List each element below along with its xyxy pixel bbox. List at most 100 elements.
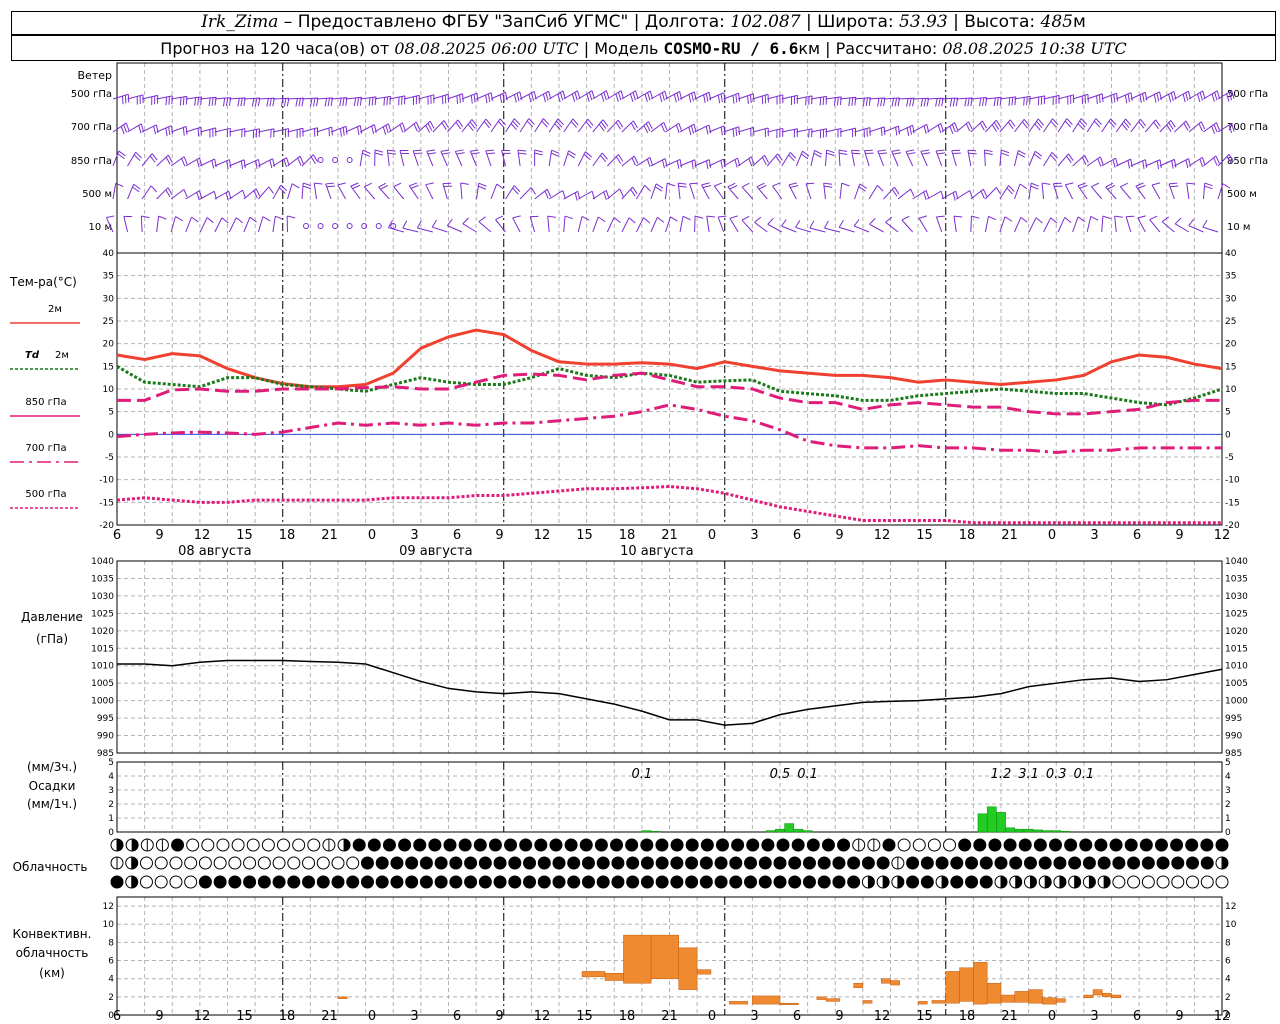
wind-barb — [926, 123, 942, 133]
wind-barb — [1086, 216, 1092, 233]
wind-barb — [781, 128, 798, 133]
wind-barb — [476, 118, 487, 133]
wind-barb — [1041, 183, 1045, 200]
hour-tick: 0 — [708, 528, 716, 543]
wind-barb-feather — [727, 182, 736, 188]
wind-barb — [694, 159, 710, 167]
cloud-symbol — [228, 856, 242, 870]
wind-barb-feather — [720, 93, 723, 103]
wind-barb — [1217, 183, 1224, 200]
cloud-symbol — [243, 875, 257, 889]
wind-barb-feather — [133, 154, 141, 161]
wind-barb-feather — [738, 93, 741, 102]
wind-barb — [897, 188, 911, 200]
alt-value: 485 — [1040, 12, 1073, 32]
wind-barb — [636, 157, 651, 167]
panel-frame-pres — [116, 560, 1223, 754]
wind-barb-feather — [1228, 124, 1233, 134]
cloud-symbol — [640, 875, 654, 889]
cloud-symbol — [979, 875, 993, 889]
wind-barb-feather — [1156, 93, 1160, 102]
wind-barb-feather — [339, 98, 342, 107]
convective-bar — [881, 978, 891, 984]
wind-barb-feather — [1204, 185, 1213, 190]
wind-barb — [350, 185, 361, 200]
cloud-symbol — [761, 838, 775, 852]
temp-series-line — [116, 365, 1223, 407]
wind-barb-feather — [1066, 155, 1072, 164]
y-tick-left: 0 — [108, 430, 114, 440]
calc-time: 08.08.2025 10:38 UTC — [942, 39, 1127, 58]
wind-barb-feather — [1226, 93, 1230, 102]
wind-barb-feather — [517, 149, 527, 152]
wind-barb — [1115, 118, 1126, 133]
wind-barb — [1116, 92, 1132, 100]
wind-barb-feather — [909, 126, 912, 135]
wind-barb — [621, 120, 634, 133]
wind-barb — [796, 95, 813, 100]
y-tick-right: 5 — [1225, 408, 1231, 418]
wind-barb-feather — [1197, 93, 1201, 103]
y-tick-left: 1025 — [91, 609, 114, 619]
wind-barb-feather — [470, 149, 479, 152]
cloud-symbol — [331, 875, 345, 889]
wind-barb-feather — [585, 151, 593, 158]
wind-barb — [636, 90, 651, 100]
cloud-symbol — [1171, 856, 1185, 870]
wind-barb — [112, 183, 117, 200]
header-row-1: Irk_Zima – Предоставлено ФГБУ "ЗапСиб УГ… — [11, 11, 1276, 35]
wind-barb — [156, 154, 169, 167]
wind-barb-feather — [1017, 152, 1026, 158]
wind-barb — [970, 97, 987, 100]
wind-barb-feather — [935, 149, 945, 152]
cloud-symbol — [1170, 838, 1184, 852]
wind-barb-feather — [823, 182, 832, 185]
wind-barb — [766, 153, 778, 167]
cloud-symbol — [419, 856, 433, 870]
wind-barb-feather — [936, 215, 945, 218]
wind-barb-feather — [920, 149, 930, 152]
pressure-title: Давление — [21, 610, 83, 624]
wind-barb — [772, 185, 783, 200]
wind-barb-feather — [971, 215, 980, 219]
cloud-symbol — [434, 856, 448, 870]
calm-wind-circle — [390, 223, 397, 229]
wind-barb-feather — [649, 157, 654, 166]
cloud-symbol — [640, 856, 654, 870]
convective-bar — [337, 996, 348, 999]
wind-barb-feather — [441, 152, 451, 155]
wind-barb — [1135, 185, 1146, 200]
wind-barb-feather — [1142, 93, 1145, 102]
wind-barb-feather — [298, 98, 301, 107]
wind-barb-feather — [153, 126, 156, 135]
wind-barb-feather — [940, 123, 944, 132]
cloud-symbol — [979, 856, 993, 870]
precip-bar — [1051, 830, 1062, 833]
cloud-symbol — [261, 838, 275, 852]
cloud-symbol — [973, 838, 987, 852]
wind-barb-feather — [1125, 118, 1132, 126]
wind-barb-feather — [1008, 185, 1015, 192]
wind-barb — [1203, 155, 1217, 167]
precip-total: 0.5 — [770, 767, 791, 782]
wind-barb — [999, 150, 1002, 167]
hour-tick: 15 — [916, 1009, 933, 1024]
wind-barb — [621, 90, 636, 100]
wind-barb — [809, 227, 826, 233]
wind-barb-feather — [542, 93, 547, 103]
convective-bar — [986, 982, 1002, 1004]
cloud-symbol — [1082, 856, 1096, 870]
wind-barb-feather — [675, 124, 680, 133]
wind-barb-feather — [1030, 182, 1039, 187]
wind-barb-feather — [309, 98, 313, 107]
wind-barb — [897, 124, 913, 133]
cloud-symbol — [611, 875, 625, 889]
cloud-symbol — [398, 838, 412, 852]
wind-barb — [112, 122, 127, 133]
wind-barb-feather — [342, 97, 345, 107]
wind-barb — [243, 188, 257, 200]
wind-barb-feather — [738, 126, 741, 135]
wind-barb-feather — [564, 215, 574, 220]
convective-bar — [917, 1001, 928, 1005]
wind-barb — [694, 124, 710, 133]
